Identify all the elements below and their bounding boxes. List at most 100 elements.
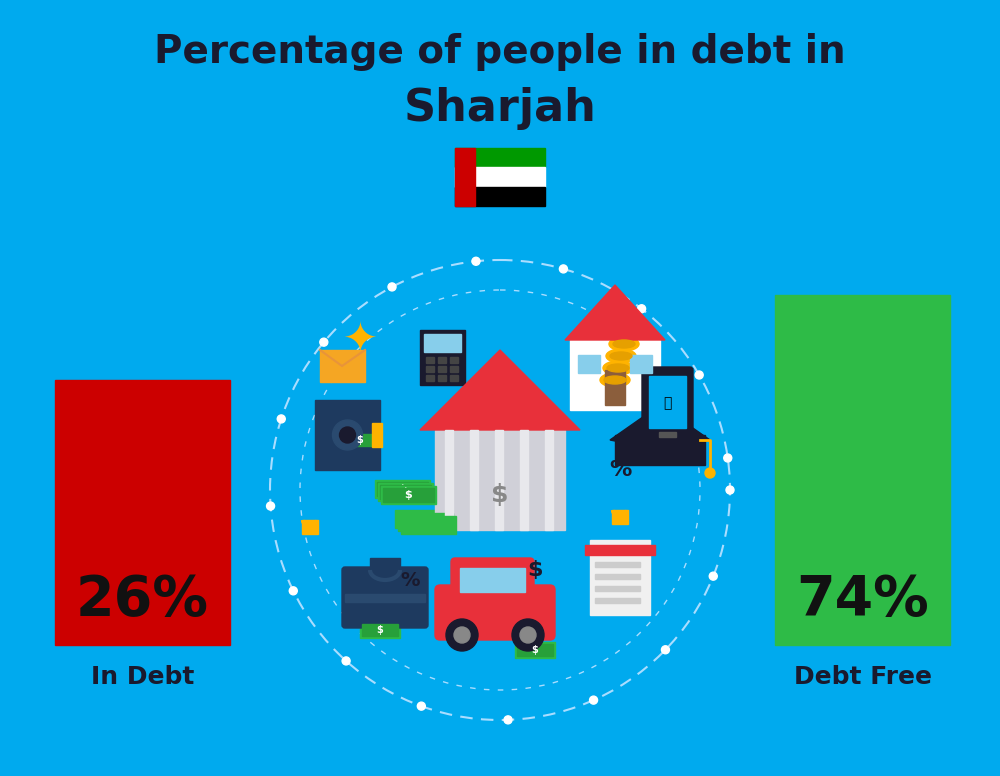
Text: $: $: [401, 487, 409, 497]
Text: %: %: [609, 460, 631, 480]
Bar: [380, 485, 431, 499]
Circle shape: [504, 715, 512, 724]
Bar: [775, 295, 950, 645]
Circle shape: [559, 265, 567, 273]
Circle shape: [590, 696, 598, 704]
Bar: [460, 568, 525, 592]
Bar: [605, 370, 625, 405]
Text: $: $: [398, 484, 406, 494]
Text: $: $: [527, 560, 543, 580]
Bar: [595, 598, 640, 603]
Bar: [450, 366, 458, 372]
Bar: [398, 513, 453, 531]
Bar: [595, 562, 640, 567]
Ellipse shape: [607, 364, 629, 372]
Circle shape: [388, 283, 396, 291]
Bar: [362, 624, 398, 636]
FancyBboxPatch shape: [451, 558, 534, 598]
Circle shape: [724, 454, 732, 462]
Bar: [578, 355, 600, 373]
Text: ✦: ✦: [343, 319, 377, 361]
Bar: [345, 594, 425, 601]
Text: %: %: [400, 570, 420, 590]
Text: Sharjah: Sharjah: [404, 86, 596, 130]
Bar: [383, 488, 434, 502]
Circle shape: [695, 371, 703, 379]
Bar: [470, 430, 478, 530]
Circle shape: [661, 646, 669, 653]
Bar: [515, 642, 555, 658]
Bar: [438, 357, 446, 363]
Ellipse shape: [609, 337, 639, 351]
Ellipse shape: [600, 373, 630, 387]
FancyBboxPatch shape: [435, 585, 555, 640]
Bar: [455, 148, 545, 168]
Ellipse shape: [604, 376, 626, 384]
Bar: [378, 483, 433, 501]
Polygon shape: [565, 285, 665, 340]
Bar: [520, 430, 528, 530]
FancyBboxPatch shape: [642, 367, 693, 443]
Bar: [595, 574, 640, 579]
Bar: [595, 586, 640, 591]
Text: $: $: [532, 645, 538, 655]
Bar: [612, 510, 628, 524]
Bar: [659, 432, 676, 437]
Ellipse shape: [603, 361, 633, 375]
Bar: [590, 540, 650, 615]
Bar: [426, 357, 434, 363]
Text: 26%: 26%: [76, 573, 209, 627]
Text: 74%: 74%: [796, 573, 929, 627]
Bar: [517, 644, 553, 656]
Bar: [320, 350, 365, 382]
Circle shape: [332, 420, 362, 450]
Bar: [435, 430, 565, 530]
Bar: [570, 340, 660, 410]
Circle shape: [512, 619, 544, 651]
FancyBboxPatch shape: [342, 567, 428, 628]
Circle shape: [726, 486, 734, 494]
Bar: [630, 355, 652, 373]
Circle shape: [446, 619, 478, 651]
Bar: [455, 168, 545, 187]
Polygon shape: [610, 405, 710, 450]
Bar: [426, 366, 434, 372]
Text: $: $: [404, 490, 412, 500]
Bar: [585, 545, 655, 555]
Bar: [315, 400, 380, 470]
Bar: [381, 486, 436, 504]
Text: $: $: [491, 483, 509, 507]
Bar: [424, 334, 461, 352]
Circle shape: [705, 468, 715, 478]
Circle shape: [638, 305, 646, 313]
Bar: [615, 435, 705, 465]
Text: In Debt: In Debt: [91, 665, 194, 689]
Bar: [455, 148, 475, 206]
Circle shape: [454, 627, 470, 643]
Circle shape: [709, 572, 717, 580]
Text: 🏦: 🏦: [663, 396, 671, 410]
Bar: [401, 516, 456, 534]
Circle shape: [320, 338, 328, 346]
Bar: [395, 510, 450, 528]
Bar: [450, 357, 458, 363]
Ellipse shape: [610, 352, 632, 360]
Ellipse shape: [606, 349, 636, 363]
Bar: [545, 430, 553, 530]
Circle shape: [267, 502, 275, 510]
Text: $: $: [377, 625, 383, 635]
Bar: [426, 375, 434, 381]
Text: Debt Free: Debt Free: [794, 665, 932, 689]
Bar: [340, 432, 380, 448]
Text: $: $: [357, 435, 363, 445]
Circle shape: [472, 258, 480, 265]
Bar: [455, 187, 545, 206]
Bar: [438, 375, 446, 381]
Bar: [370, 558, 400, 573]
Circle shape: [520, 627, 536, 643]
Bar: [360, 622, 400, 638]
Ellipse shape: [613, 340, 635, 348]
Bar: [420, 330, 465, 385]
Bar: [495, 430, 503, 530]
Bar: [342, 434, 378, 446]
